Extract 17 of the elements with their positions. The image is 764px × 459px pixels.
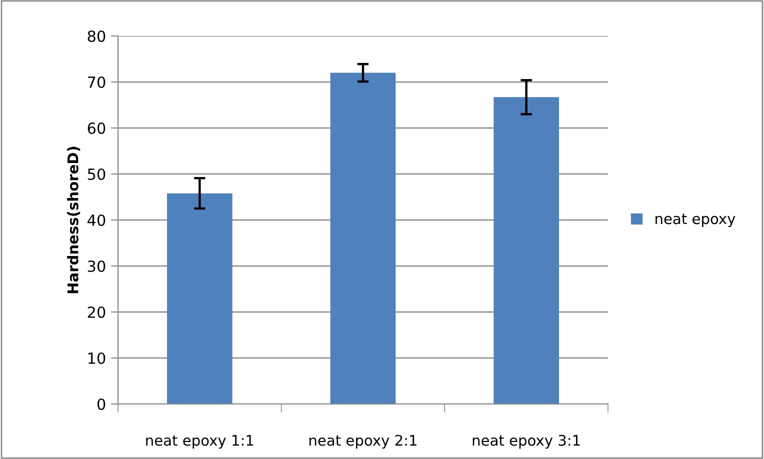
bar xyxy=(167,193,232,404)
y-tick-label: 60 xyxy=(88,122,106,134)
x-tick-label: neat epoxy 1:1 xyxy=(146,435,254,449)
x-tick-label: neat epoxy 3:1 xyxy=(472,434,580,449)
x-tick-label: neat epoxy 2:1 xyxy=(310,434,416,449)
y-tick-label: 50 xyxy=(88,168,106,180)
y-tick-label: 30 xyxy=(88,260,106,272)
y-tick-label: 40 xyxy=(88,214,106,226)
y-axis-title: Hardness(shoreD) xyxy=(67,146,80,294)
y-tick-label: 10 xyxy=(88,352,106,364)
y-tick-label: 0 xyxy=(97,398,106,410)
y-tick-label: 70 xyxy=(88,76,106,88)
legend-label: neat epoxy xyxy=(656,214,736,228)
bar xyxy=(494,97,559,404)
y-tick-label: 20 xyxy=(88,306,106,318)
y-tick-label: 80 xyxy=(88,30,106,42)
bar xyxy=(330,72,396,404)
